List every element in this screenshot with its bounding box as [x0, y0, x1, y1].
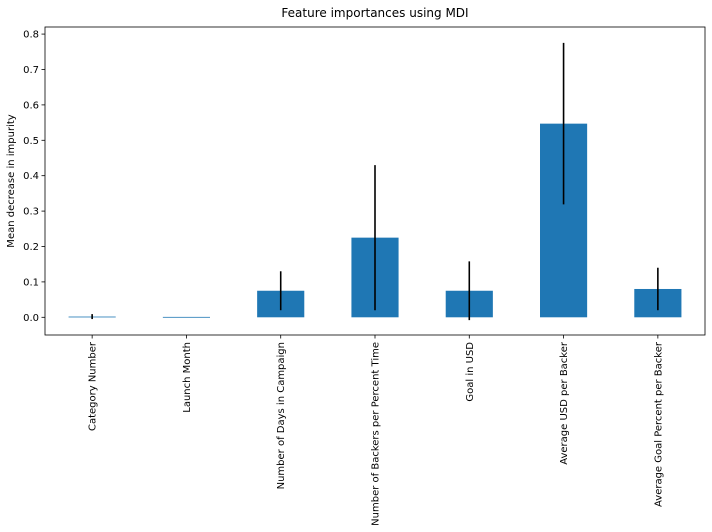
chart-title: Feature importances using MDI [281, 6, 468, 20]
y-axis-label: Mean decrease in impurity [6, 114, 17, 247]
y-tick-label-3: 0.3 [23, 207, 39, 218]
x-tick-label-4: Goal in USD [465, 342, 476, 402]
y-tick-label-4: 0.4 [23, 171, 39, 182]
x-tick-label-3: Number of Backers per Percent Time [371, 342, 382, 526]
x-tick-label-5: Average USD per Backer [559, 341, 570, 465]
x-tick-label-2: Number of Days in Campaign [276, 342, 287, 489]
y-tick-label-8: 0.8 [23, 30, 39, 41]
y-tick-label-2: 0.2 [23, 242, 39, 253]
x-tick-label-0: Category Number [88, 341, 99, 431]
y-tick-label-6: 0.6 [23, 100, 39, 111]
y-tick-label-5: 0.5 [23, 136, 39, 147]
y-tick-label-1: 0.1 [23, 277, 39, 288]
x-tick-label-6: Average Goal Percent per Backer [653, 341, 664, 507]
y-tick-label-0: 0.0 [23, 313, 39, 324]
y-tick-label-7: 0.7 [23, 65, 39, 76]
bar-1 [162, 316, 210, 318]
x-tick-label-1: Launch Month [182, 342, 193, 413]
plot-area: 0.0 0.1 0.2 0.3 0.4 0.5 0.6 0.7 0.8 Category Numb… [23, 26, 706, 526]
